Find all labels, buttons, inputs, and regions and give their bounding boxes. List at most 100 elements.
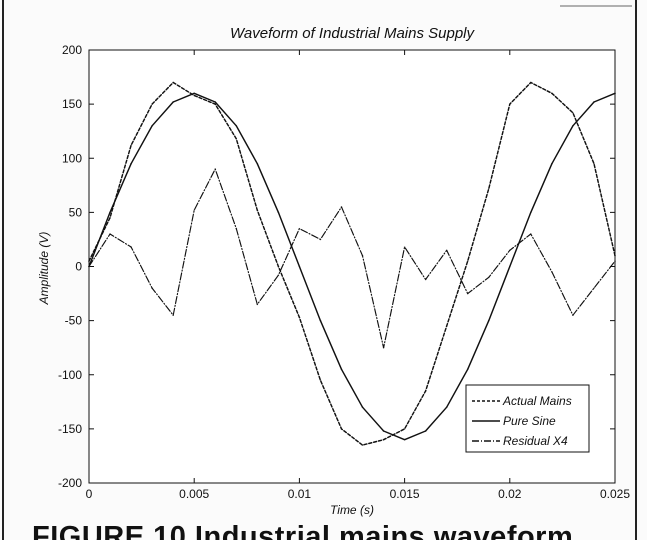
- series-point-actual-mains: [487, 187, 490, 190]
- series-point-residual-x4: [130, 246, 132, 248]
- legend-pure-sine: Pure Sine: [503, 414, 556, 428]
- x-tick-label: 0.02: [498, 487, 522, 501]
- chart-legend: Actual Mains Pure Sine Residual X4: [465, 384, 590, 453]
- series-point-pure-sine: [256, 162, 259, 165]
- series-point-residual-x4: [298, 227, 301, 230]
- series-point-residual-x4: [572, 314, 574, 317]
- series-point-residual-x4: [193, 209, 195, 212]
- series-point-residual-x4: [424, 278, 427, 281]
- series-point-actual-mains: [151, 103, 153, 105]
- series-point-pure-sine: [424, 430, 427, 432]
- series-point-pure-sine: [572, 124, 574, 127]
- series-point-residual-x4: [530, 233, 532, 235]
- series-point-pure-sine: [151, 124, 153, 127]
- series-point-pure-sine: [509, 265, 511, 268]
- series-point-actual-mains: [572, 111, 574, 114]
- series-line-actual-mains: [88, 81, 616, 446]
- series-point-residual-x4: [403, 246, 406, 248]
- series-point-actual-mains: [445, 325, 448, 327]
- x-tick-label: 0.025: [600, 487, 630, 501]
- chart-title: Waveform of Industrial Mains Supply: [230, 25, 475, 42]
- series-point-residual-x4: [256, 303, 259, 306]
- x-tick-label: 0.01: [288, 487, 312, 501]
- series-point-residual-x4: [593, 287, 595, 289]
- series-point-actual-mains: [340, 428, 343, 430]
- series-point-residual-x4: [109, 233, 111, 235]
- series-point-pure-sine: [319, 319, 322, 322]
- series-point-pure-sine: [614, 92, 616, 95]
- series-point-actual-mains: [614, 254, 616, 257]
- series-point-pure-sine: [298, 265, 301, 268]
- series-point-residual-x4: [319, 238, 322, 241]
- y-tick-label: -200: [58, 476, 82, 490]
- series-point-pure-sine: [382, 430, 385, 432]
- series-point-pure-sine: [593, 101, 595, 103]
- series-point-residual-x4: [509, 249, 511, 252]
- series-point-actual-mains: [361, 444, 364, 446]
- series-point-residual-x4: [277, 274, 280, 276]
- series-point-residual-x4: [445, 249, 448, 252]
- series-point-actual-mains: [424, 390, 427, 392]
- series-point-pure-sine: [487, 319, 490, 322]
- series-point-pure-sine: [277, 211, 280, 214]
- x-tick-label: 0: [86, 487, 93, 501]
- y-tick-label: 200: [62, 43, 82, 57]
- series-point-actual-mains: [382, 438, 385, 441]
- series-point-pure-sine: [551, 162, 553, 165]
- x-tick-label: 0.005: [179, 487, 209, 501]
- series-point-residual-x4: [551, 271, 553, 273]
- series-point-residual-x4: [172, 314, 174, 317]
- series-point-actual-mains: [130, 144, 132, 147]
- series-point-actual-mains: [235, 137, 238, 140]
- series-point-actual-mains: [88, 260, 90, 262]
- series-point-pure-sine: [466, 368, 469, 371]
- series-point-residual-x4: [361, 254, 364, 257]
- series-point-pure-sine: [193, 92, 195, 95]
- series-point-actual-mains: [509, 103, 511, 105]
- series-point-residual-x4: [340, 206, 343, 208]
- series-point-pure-sine: [361, 406, 364, 409]
- series-line-pure-sine: [88, 92, 616, 441]
- series-point-residual-x4: [88, 265, 90, 268]
- series-point-actual-mains: [298, 316, 301, 319]
- series-point-residual-x4: [614, 260, 616, 262]
- series-point-pure-sine: [235, 124, 238, 127]
- series-point-residual-x4: [487, 276, 490, 279]
- series-point-residual-x4: [382, 346, 385, 349]
- chart-series-layer: [88, 81, 616, 446]
- series-point-actual-mains: [256, 209, 259, 212]
- y-tick-label: 0: [75, 260, 82, 274]
- y-tick-label: 150: [62, 97, 82, 111]
- series-line-residual-x4: [88, 168, 616, 349]
- series-point-pure-sine: [109, 211, 111, 214]
- series-point-pure-sine: [530, 211, 532, 214]
- legend-residual-x4: Residual X4: [503, 434, 568, 448]
- series-point-actual-mains: [172, 81, 174, 84]
- series-point-actual-mains: [530, 81, 532, 84]
- series-point-pure-sine: [340, 368, 343, 371]
- series-point-actual-mains: [403, 428, 406, 430]
- x-tick-label: 0.015: [390, 487, 420, 501]
- legend-actual-mains: Actual Mains: [502, 394, 572, 408]
- series-point-pure-sine: [403, 438, 406, 441]
- y-tick-label: -100: [58, 368, 82, 382]
- y-tick-label: -50: [65, 314, 83, 328]
- axis-ticks-layer: 0 0.005 0.01 0.015 0.02 0.025 200 150 100 50 0 -50 -…: [58, 43, 630, 501]
- series-point-actual-mains: [593, 162, 595, 165]
- series-point-actual-mains: [214, 103, 217, 105]
- series-point-actual-mains: [109, 216, 111, 219]
- y-tick-label: 100: [62, 151, 82, 165]
- figure-caption-fragment: FIGURE 10 Industrial mains waveform: [32, 521, 573, 540]
- series-point-actual-mains: [193, 94, 195, 97]
- x-axis-label: Time (s): [330, 503, 374, 517]
- series-point-residual-x4: [214, 168, 217, 170]
- series-point-actual-mains: [277, 265, 280, 268]
- series-point-residual-x4: [466, 292, 469, 295]
- series-point-pure-sine: [214, 101, 217, 103]
- y-tick-label: 50: [69, 205, 83, 219]
- y-axis-label: Amplitude (V): [37, 232, 51, 306]
- y-tick-label: -150: [58, 422, 82, 436]
- series-point-actual-mains: [466, 260, 469, 262]
